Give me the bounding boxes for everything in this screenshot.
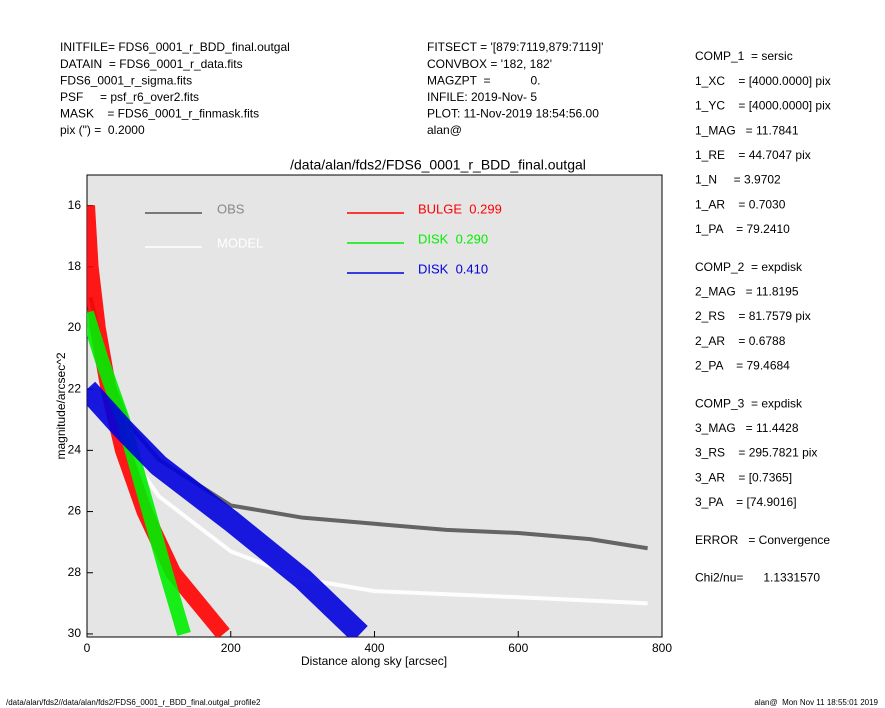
- parameter-line: 2_PA = 79.4684: [695, 359, 790, 373]
- header-line: FDS6_0001_r_sigma.fits: [60, 73, 192, 87]
- parameter-line: 1_XC = [4000.0000] pix: [695, 74, 831, 88]
- parameter-line: Chi2/nu= 1.1331570: [695, 570, 820, 584]
- parameter-line: 1_PA = 79.2410: [695, 222, 790, 236]
- x-tick-label: 800: [652, 641, 672, 655]
- parameter-line: 1_MAG = 11.7841: [695, 123, 799, 137]
- parameter-line: 3_AR = [0.7365]: [695, 470, 792, 484]
- header-line: PLOT: 11-Nov-2019 18:54:56.00: [427, 107, 599, 121]
- header-line: pix (") = 0.2000: [60, 123, 145, 137]
- header-line: MAGZPT = 0.: [427, 73, 540, 87]
- x-tick-label: 600: [508, 641, 528, 655]
- y-tick-label: 16: [68, 198, 82, 212]
- parameter-line: 1_N = 3.9702: [695, 173, 781, 187]
- x-tick-label: 200: [221, 641, 241, 655]
- plot-area: [86, 174, 663, 638]
- y-tick-label: 22: [68, 381, 82, 395]
- parameter-line: 2_AR = 0.6788: [695, 334, 786, 348]
- footer-right: alan@ Mon Nov 11 18:55:01 2019: [754, 698, 878, 707]
- y-tick-label: 30: [68, 626, 82, 640]
- parameter-line: 3_RS = 295.7821 pix: [695, 446, 817, 460]
- parameter-line: 3_PA = [74.9016]: [695, 495, 797, 509]
- header-line: PSF = psf_r6_over2.fits: [60, 90, 199, 104]
- parameter-line: 1_AR = 0.7030: [695, 197, 786, 211]
- parameter-line: 1_RE = 44.7047 pix: [695, 148, 811, 162]
- x-axis-label: Distance along sky [arcsec]: [301, 654, 447, 668]
- header-line: DATAIN = FDS6_0001_r_data.fits: [60, 57, 243, 71]
- header-line: CONVBOX = '182, 182': [427, 57, 552, 71]
- header-line: INITFILE= FDS6_0001_r_BDD_final.outgal: [60, 40, 290, 54]
- header-line: FITSECT = '[879:7119,879:7119]': [427, 40, 603, 54]
- header-line: MASK = FDS6_0001_r_finmask.fits: [60, 107, 259, 121]
- series-line: [87, 310, 191, 636]
- header-line: alan@: [427, 123, 462, 137]
- parameter-line: 2_MAG = 11.8195: [695, 284, 799, 298]
- parameter-line: 1_YC = [4000.0000] pix: [695, 99, 831, 113]
- header-line: INFILE: 2019-Nov- 5: [427, 90, 537, 104]
- y-tick-label: 28: [68, 565, 82, 579]
- y-tick-label: 24: [68, 443, 82, 457]
- parameter-line: 3_MAG = 11.4428: [695, 421, 799, 435]
- y-tick-label: 20: [68, 320, 82, 334]
- legend-label: OBS: [217, 201, 245, 216]
- x-tick-label: 400: [364, 641, 384, 655]
- footer-left: /data/alan/fds2//data/alan/fds2/FDS6_000…: [6, 698, 261, 707]
- parameter-line: COMP_2 = expdisk: [695, 260, 803, 274]
- chart-title: /data/alan/fds2/FDS6_0001_r_BDD_final.ou…: [290, 157, 586, 173]
- legend-label: MODEL: [217, 235, 263, 250]
- parameter-line: ERROR = Convergence: [695, 533, 830, 547]
- y-tick-label: 26: [68, 504, 82, 518]
- parameter-line: COMP_3 = expdisk: [695, 396, 803, 410]
- y-axis-label: magnitude/arcsec^2: [54, 352, 68, 459]
- data-layer: [87, 205, 648, 637]
- legend-label: DISK 0.290: [418, 231, 488, 246]
- x-tick-label: 0: [84, 641, 91, 655]
- series-line: [87, 381, 368, 637]
- legend-label: BULGE 0.299: [418, 201, 502, 216]
- y-tick-label: 18: [68, 259, 82, 273]
- legend-label: DISK 0.410: [418, 261, 488, 276]
- parameter-line: COMP_1 = sersic: [695, 49, 793, 63]
- parameter-line: 2_RS = 81.7579 pix: [695, 309, 811, 323]
